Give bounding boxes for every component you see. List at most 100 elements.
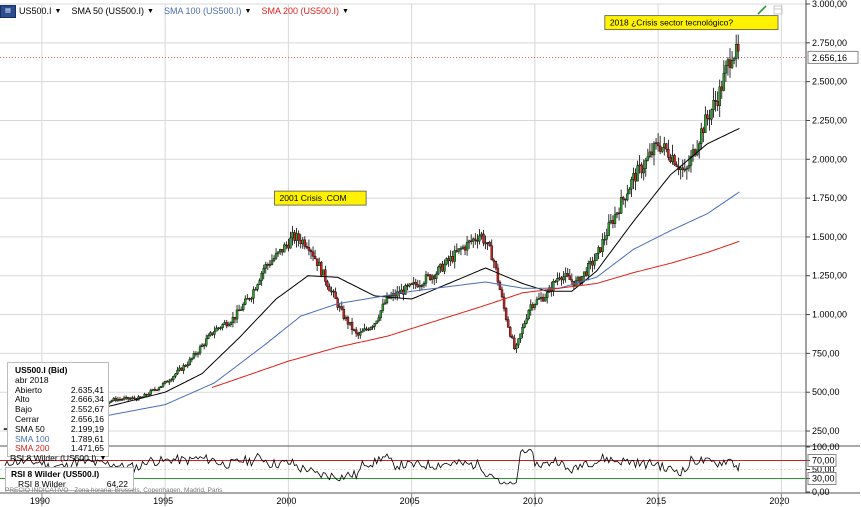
candle-body	[116, 398, 120, 401]
candle-body	[621, 197, 625, 200]
info-row-label: Bajo	[15, 404, 33, 415]
candle-body	[3, 428, 7, 430]
candle-body	[519, 333, 522, 340]
candle-body	[661, 147, 664, 152]
candle-body	[552, 281, 555, 292]
candle-body	[589, 260, 592, 264]
candle-body	[652, 143, 656, 156]
y-tick-label: 1.250,00	[812, 271, 847, 281]
info-row-value: 2.199,19	[70, 423, 104, 434]
candle-body	[451, 256, 454, 262]
candle-body	[587, 263, 590, 276]
candle-body	[634, 173, 637, 182]
sma100-selector[interactable]: SMA 100 (US500.I) ▼	[164, 6, 251, 16]
candle-body	[700, 128, 703, 144]
candle-body	[357, 332, 360, 336]
candle-body	[716, 101, 719, 106]
candle-body	[383, 302, 387, 305]
dropdown-arrow-icon[interactable]: ▼	[244, 7, 252, 15]
y-tick-label: 3.000,00	[812, 0, 847, 9]
candle-body	[718, 86, 721, 106]
candle-body	[338, 306, 341, 308]
candle-body	[178, 367, 181, 371]
candle-body	[539, 296, 543, 299]
candle-body	[681, 167, 684, 170]
candle-body	[445, 258, 448, 265]
x-tick-label: 2020	[769, 496, 789, 506]
candle-body	[367, 328, 370, 331]
rsi-header[interactable]: RSI 8 Wilder (US500.I) ▼	[10, 453, 106, 463]
ohlc-info-panel: US500.I (Bid) abr 2018 Abierto 2.635,41 Al…	[7, 362, 109, 458]
candle-body	[126, 396, 130, 400]
candle-body	[293, 232, 296, 241]
sma200-selector[interactable]: SMA 200 (US500.I) ▼	[261, 6, 348, 16]
last-price-box	[807, 50, 859, 64]
candle-body	[728, 59, 732, 68]
y-tick-label: 750,00	[812, 348, 840, 358]
candle-body	[467, 240, 471, 243]
candle-body	[157, 387, 161, 390]
candle-body	[453, 250, 456, 262]
rsi-box-title: RSI 8 Wilder (US500.I)	[11, 469, 100, 479]
rsi-tick-label: 0,00	[812, 487, 830, 497]
candle-body	[558, 277, 561, 279]
info-row-label: SMA 50	[15, 423, 45, 434]
window-icon[interactable]	[773, 5, 783, 15]
candle-body	[262, 268, 265, 274]
candle-body	[174, 373, 177, 377]
candle-body	[648, 151, 652, 157]
candle-body	[654, 142, 658, 144]
candle-body	[143, 393, 146, 398]
candle-body	[381, 303, 385, 311]
candle-body	[673, 155, 676, 165]
dropdown-arrow-icon[interactable]: ▼	[147, 7, 154, 15]
candle-body	[554, 281, 557, 283]
sma200-label: SMA 200 (US500.I)	[261, 6, 339, 16]
candle-body	[502, 296, 506, 309]
candle-body	[730, 60, 734, 68]
candle-body	[207, 335, 210, 340]
instrument-selector[interactable]: ▤ US500.I ▼	[0, 4, 62, 18]
candle-body	[223, 322, 226, 325]
candle-body	[268, 264, 272, 266]
candle-body	[720, 86, 723, 91]
dropdown-arrow-icon[interactable]: ▼	[99, 454, 107, 462]
rsi-tick-label: 50,00	[812, 465, 835, 475]
rsi-box-label: RSI 8 Wilder	[18, 479, 66, 489]
candle-body	[315, 258, 319, 266]
candle-body	[227, 324, 231, 327]
candle-body	[712, 100, 715, 110]
trend-tool-icon[interactable]	[757, 5, 767, 15]
candle-body	[260, 273, 263, 281]
series-line-sma50	[17, 127, 740, 424]
candle-body	[309, 250, 313, 253]
candle-body	[595, 253, 598, 261]
candle-body	[521, 327, 524, 335]
candle-body	[285, 244, 288, 247]
candle-body	[147, 394, 150, 396]
y-tick-label: 1.500,00	[812, 232, 847, 242]
chart-type-icon[interactable]: ▤	[0, 4, 16, 18]
dropdown-arrow-icon[interactable]: ▼	[341, 7, 349, 15]
candle-body	[274, 253, 278, 259]
candle-body	[241, 304, 245, 310]
info-row-label: SMA 200	[15, 443, 50, 454]
candle-body	[437, 266, 440, 275]
candle-body	[266, 264, 270, 266]
annotation-box	[604, 15, 779, 31]
sma50-label: SMA 50 (US500.I)	[71, 6, 145, 16]
info-row-label: SMA 100	[15, 433, 50, 444]
candle-body	[324, 269, 327, 282]
candle-body	[737, 44, 740, 52]
dropdown-arrow-icon[interactable]: ▼	[54, 7, 62, 15]
candle-body	[250, 298, 253, 300]
candle-body	[465, 241, 469, 251]
candle-body	[461, 246, 465, 249]
sma50-selector[interactable]: SMA 50 (US500.I) ▼	[71, 6, 153, 16]
candle-body	[192, 353, 196, 359]
info-row-value: 1.789,61	[70, 433, 104, 444]
info-row: Cerrar 2.656,16	[15, 414, 104, 425]
candle-body	[615, 212, 619, 215]
candle-body	[463, 246, 467, 251]
